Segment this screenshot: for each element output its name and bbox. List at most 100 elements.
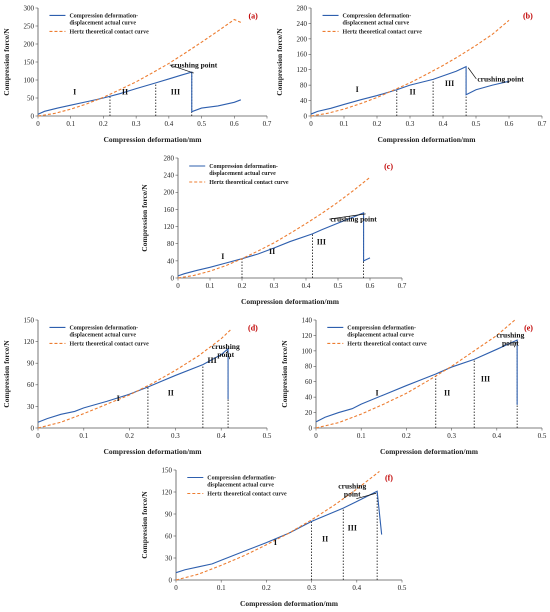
crushing-point-label-line2: point (344, 490, 361, 499)
x-tick-label: 0.3 (171, 432, 180, 440)
x-tick-label: 0 (36, 432, 40, 440)
x-tick-label: 0.2 (402, 432, 411, 440)
x-tick-label: 0.6 (230, 120, 239, 128)
legend-actual-label: Compression deformation- (69, 325, 138, 331)
panel-c: 0 0.1 0.2 0.3 0.4 0.5 0.6 0.7 0 40 80 120 160 200 240 2… (138, 150, 410, 310)
x-tick-label: 0.4 (439, 120, 448, 128)
region-label: II (322, 535, 328, 544)
chart-panel-b: 0 0.1 0.2 0.3 0.4 0.5 0.6 0.7 0 40 80 120 160 200 240 2… (275, 4, 547, 144)
hertz-curve-line (310, 19, 510, 117)
y-tick-label: 30 (27, 403, 35, 411)
x-tick-label: 0 (176, 282, 180, 290)
y-tick-label: 200 (24, 40, 35, 48)
chart-panel-d: 0 0.1 0.2 0.3 0.4 0.5 0 30 60 90 120 150 Compression… (2, 316, 272, 456)
x-tick-label: 0.1 (357, 432, 366, 440)
y-axis-label: Compression force/N (2, 340, 11, 408)
y-tick-label: 150 (162, 466, 173, 474)
y-axis-label: Compression force/N (140, 491, 149, 559)
legend-actual-label-line2: displacement actual curve (343, 20, 410, 26)
region-label: II (410, 87, 416, 96)
region-label: III (171, 87, 180, 96)
actual-curve-line (310, 65, 510, 115)
region-label: III (207, 356, 216, 365)
legend-hertz-label: Hertz theoretical contact curve (69, 341, 149, 347)
chart-panel-f: 0 0.1 0.2 0.3 0.4 0.5 0 30 60 90 120 150 Compression… (140, 466, 407, 608)
y-axis-label: Compression force/N (280, 340, 289, 408)
chart-panel-c: 0 0.1 0.2 0.3 0.4 0.5 0.6 0.7 0 40 80 120 160 200 240 2… (140, 154, 407, 306)
region-label: I (274, 538, 277, 547)
x-tick-label: 0.2 (262, 584, 271, 592)
x-tick-label: 0.7 (538, 120, 547, 128)
y-tick-label: 0 (304, 112, 308, 120)
y-tick-label: 150 (24, 58, 35, 66)
y-tick-label: 200 (164, 189, 175, 197)
legend-actual-label-line2: displacement actual curve (347, 332, 414, 338)
y-tick-label: 150 (24, 316, 35, 324)
x-tick-label: 0.5 (263, 432, 272, 440)
crushing-point-arrow (514, 341, 517, 348)
y-axis-label: Compression force/N (140, 184, 149, 252)
legend-hertz-label: Hertz theoretical contact curve (347, 341, 427, 347)
y-tick-label: 240 (297, 20, 308, 28)
y-tick-label: 50 (27, 94, 35, 102)
y-tick-label: 240 (164, 172, 175, 180)
actual-curve-line (37, 347, 229, 423)
region-label: I (221, 252, 224, 261)
y-tick-label: 0 (309, 424, 313, 432)
legend-actual-label-line2: displacement actual curve (209, 171, 276, 177)
region-label: II (269, 247, 275, 256)
y-tick-label: 0 (31, 112, 35, 120)
crushing-point-label: crushing point (477, 74, 524, 83)
legend-actual-label: Compression deformation- (209, 164, 278, 170)
y-tick-label: 60 (165, 532, 173, 540)
chart-panel-e: 0 0.1 0.2 0.3 0.4 0.5 0 20 40 60 80 100 120 140 Compre… (280, 316, 547, 456)
crushing-point-label: crushing (496, 330, 524, 339)
y-tick-label: 40 (305, 394, 313, 402)
x-tick-label: 0.2 (238, 282, 247, 290)
x-tick-label: 0.7 (263, 120, 272, 128)
crushing-point-label: crushing (212, 342, 240, 351)
legend-actual-label-line2: displacement actual curve (207, 483, 274, 489)
legend-hertz-label: Hertz theoretical contact curve (207, 492, 287, 498)
panel-e: 0 0.1 0.2 0.3 0.4 0.5 0 20 40 60 80 100 120 140 Compre… (278, 312, 550, 460)
legend-actual-label-line2: displacement actual curve (69, 332, 136, 338)
x-tick-label: 0.2 (373, 120, 382, 128)
y-tick-label: 300 (24, 4, 35, 12)
x-tick-label: 0 (314, 432, 318, 440)
x-tick-label: 0.1 (340, 120, 349, 128)
x-axis-label: Compression deformation/mm (240, 599, 339, 608)
region-label: III (481, 375, 490, 384)
y-tick-label: 120 (164, 223, 175, 231)
y-tick-label: 140 (302, 316, 313, 324)
hertz-curve-line (37, 18, 242, 117)
panel-label: (b) (523, 11, 533, 20)
crushing-point-label-line2: point (502, 338, 519, 347)
x-tick-label: 0.4 (164, 120, 173, 128)
x-tick-label: 0.4 (352, 584, 361, 592)
crushing-point-arrow (356, 492, 377, 500)
crushing-point-arrow (329, 213, 366, 220)
region-label: II (444, 389, 450, 398)
actual-curve-line (175, 490, 383, 574)
x-axis-label: Compression deformation/mm (241, 297, 340, 306)
x-tick-label: 0.6 (366, 282, 375, 290)
chart-panel-a: 0 0.1 0.2 0.3 0.4 0.5 0.6 0.7 0 50 100 150 200 250 300… (2, 4, 272, 144)
crushing-point-arrow (467, 67, 477, 80)
panel-a: 0 0.1 0.2 0.3 0.4 0.5 0.6 0.7 0 50 100 150 200 250 300… (0, 0, 275, 148)
region-label: III (317, 237, 326, 246)
panel-b: 0 0.1 0.2 0.3 0.4 0.5 0.6 0.7 0 40 80 120 160 200 240 2… (273, 0, 550, 148)
y-tick-label: 120 (297, 66, 308, 74)
x-tick-label: 0.5 (472, 120, 481, 128)
legend-actual-label: Compression deformation- (69, 13, 138, 19)
x-tick-label: 0.2 (125, 432, 134, 440)
x-tick-label: 0.4 (492, 432, 501, 440)
region-label: I (117, 394, 120, 403)
y-tick-label: 80 (167, 240, 175, 248)
y-tick-label: 80 (305, 363, 313, 371)
legend-hertz-label: Hertz theoretical contact curve (343, 29, 423, 35)
x-tick-label: 0.1 (206, 282, 215, 290)
crushing-point-label: crushing (338, 482, 366, 491)
panel-label: (f) (385, 474, 393, 483)
region-label: I (73, 87, 76, 96)
x-tick-label: 0.3 (270, 282, 279, 290)
